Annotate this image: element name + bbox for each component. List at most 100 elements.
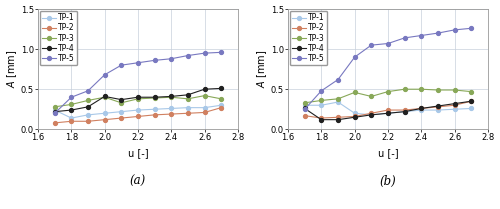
TP-4 (85, 106, 91, 108)
TP-4 (402, 110, 407, 113)
TP-1 (302, 104, 308, 107)
TP-1 (202, 106, 207, 109)
TP-3 (52, 106, 58, 108)
TP-3 (185, 98, 191, 100)
TP-4 (302, 107, 308, 110)
Line: TP-4: TP-4 (53, 87, 223, 114)
TP-3 (385, 90, 391, 93)
TP-1 (385, 112, 391, 115)
TP-2 (368, 112, 374, 115)
TP-5 (468, 27, 474, 29)
TP-1 (418, 109, 424, 111)
TP-5 (352, 56, 358, 58)
Legend: TP-1, TP-2, TP-3, TP-4, TP-5: TP-1, TP-2, TP-3, TP-4, TP-5 (40, 11, 78, 65)
TP-3 (468, 90, 474, 93)
TP-5 (52, 112, 58, 115)
TP-5 (185, 54, 191, 57)
TP-1 (318, 104, 324, 107)
TP-4 (118, 98, 124, 101)
TP-3 (335, 98, 341, 100)
TP-1 (352, 112, 358, 115)
TP-3 (135, 98, 141, 100)
TP-2 (52, 122, 58, 124)
TP-2 (302, 114, 308, 117)
TP-5 (418, 34, 424, 37)
TP-2 (85, 120, 91, 122)
TP-5 (85, 90, 91, 92)
TP-5 (135, 61, 141, 64)
TP-5 (152, 59, 158, 62)
TP-1 (452, 108, 458, 111)
TP-5 (202, 52, 207, 54)
TP-4 (52, 110, 58, 113)
TP-4 (168, 95, 174, 98)
TP-2 (468, 100, 474, 102)
TP-5 (318, 90, 324, 92)
TP-2 (452, 104, 458, 107)
TP-4 (135, 96, 141, 98)
TP-3 (302, 102, 308, 104)
TP-2 (135, 115, 141, 118)
TP-4 (202, 88, 207, 90)
Line: TP-3: TP-3 (303, 87, 473, 105)
TP-5 (452, 29, 458, 31)
Text: (a): (a) (130, 175, 146, 188)
TP-5 (402, 37, 407, 39)
TP-4 (385, 112, 391, 115)
TP-5 (385, 42, 391, 45)
TP-3 (435, 89, 441, 91)
TP-3 (102, 96, 107, 98)
TP-1 (402, 110, 407, 113)
TP-3 (452, 89, 458, 91)
TP-5 (435, 32, 441, 34)
TP-1 (135, 109, 141, 111)
TP-5 (102, 74, 107, 76)
TP-3 (202, 94, 207, 97)
TP-1 (168, 107, 174, 110)
TP-3 (352, 91, 358, 94)
TP-4 (368, 114, 374, 116)
Line: TP-1: TP-1 (303, 100, 473, 117)
TP-1 (152, 108, 158, 111)
TP-1 (102, 112, 107, 115)
TP-2 (402, 109, 407, 111)
TP-5 (335, 78, 341, 81)
TP-1 (185, 106, 191, 109)
TP-1 (218, 104, 224, 107)
TP-5 (218, 51, 224, 54)
Line: TP-3: TP-3 (53, 94, 223, 109)
TP-2 (202, 111, 207, 114)
TP-5 (368, 44, 374, 46)
TP-3 (418, 88, 424, 90)
TP-3 (218, 98, 224, 100)
TP-2 (152, 114, 158, 116)
TP-1 (68, 117, 74, 119)
TP-4 (318, 119, 324, 121)
Line: TP-4: TP-4 (303, 99, 473, 122)
TP-2 (318, 117, 324, 119)
X-axis label: u [-]: u [-] (128, 148, 148, 158)
TP-3 (318, 99, 324, 102)
TP-2 (168, 113, 174, 115)
TP-2 (102, 119, 107, 121)
TP-2 (185, 112, 191, 115)
Y-axis label: $\it{A}$ [mm]: $\it{A}$ [mm] (256, 50, 270, 88)
TP-4 (452, 102, 458, 105)
TP-4 (335, 119, 341, 121)
TP-1 (85, 114, 91, 116)
Text: (b): (b) (380, 175, 396, 188)
TP-2 (118, 117, 124, 119)
X-axis label: u [-]: u [-] (378, 148, 398, 158)
TP-5 (118, 64, 124, 66)
Line: TP-5: TP-5 (53, 50, 223, 115)
TP-2 (385, 109, 391, 111)
TP-4 (418, 107, 424, 110)
TP-3 (118, 102, 124, 104)
TP-4 (218, 87, 224, 90)
Line: TP-2: TP-2 (303, 99, 473, 120)
TP-1 (468, 107, 474, 110)
TP-4 (435, 105, 441, 107)
TP-5 (168, 57, 174, 60)
TP-4 (102, 95, 107, 98)
TP-2 (418, 107, 424, 110)
